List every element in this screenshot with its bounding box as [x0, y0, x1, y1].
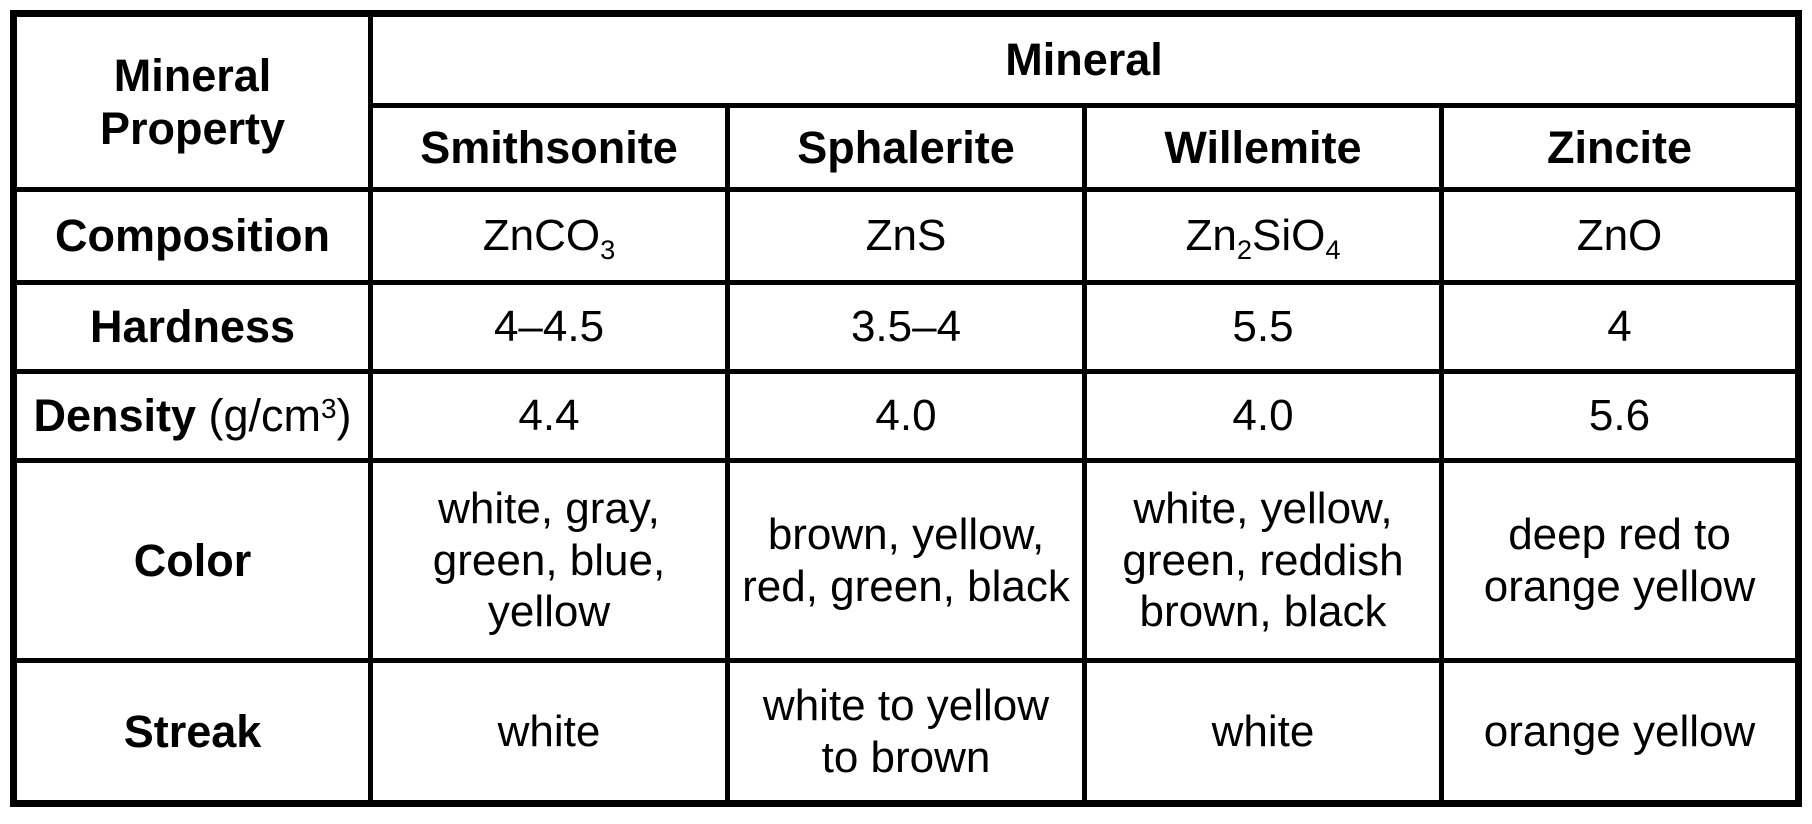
row-label-composition: Composition	[11, 187, 373, 285]
text-segment: 4.4	[518, 391, 580, 441]
row-hardness: Hardness 4–4.5 3.5–4 5.5 4	[11, 280, 1801, 374]
text-segment: ZnS	[865, 211, 947, 261]
cell-composition-zincite: ZnO	[1439, 187, 1801, 285]
text-segment: white	[1211, 706, 1315, 756]
row-density: Density (g/cm3) 4.4 4.0 4.0 5.6	[11, 369, 1801, 463]
text-segment: Density	[33, 390, 197, 442]
text-segment: deep red to orange yellow	[1483, 509, 1756, 611]
text-segment: 4.0	[875, 391, 937, 441]
row-label-density: Density (g/cm3)	[11, 369, 373, 463]
cell-hardness-zincite: 4	[1439, 280, 1801, 374]
cell-streak-zincite: orange yellow	[1439, 658, 1801, 806]
row-label-color: Color	[11, 458, 373, 663]
cell-hardness-willemite: 5.5	[1082, 280, 1444, 374]
text-segment: (g/cm	[196, 390, 322, 442]
text-segment: Color	[133, 534, 252, 586]
text-segment: 3.5–4	[850, 302, 962, 352]
row-color: Color white, gray, green, blue, yellow b…	[11, 458, 1801, 663]
text-segment: 4–4.5	[493, 302, 605, 352]
cell-composition-sphalerite: ZnS	[725, 187, 1087, 285]
cell-hardness-sphalerite: 3.5–4	[725, 280, 1087, 374]
text-segment: 2	[1236, 234, 1252, 266]
cell-composition-willemite: Zn2SiO4	[1082, 187, 1444, 285]
text-segment: Hardness	[89, 301, 296, 353]
cell-streak-smithsonite: white	[368, 658, 730, 806]
text-segment: 4	[1607, 302, 1632, 352]
text-segment: white, yellow, green, reddish brown, bla…	[1122, 483, 1404, 637]
text-segment: )	[336, 390, 352, 442]
property-header-line1: Mineral	[113, 49, 272, 101]
group-header-cell: Mineral	[368, 11, 1801, 108]
row-label-hardness: Hardness	[11, 280, 373, 374]
row-label-streak: Streak	[11, 658, 373, 806]
text-segment: brown, yellow, red, green, black	[742, 509, 1070, 611]
header-row-minerals: Smithsonite Sphalerite Willemite Zincite	[14, 103, 1801, 192]
cell-density-smithsonite: 4.4	[368, 369, 730, 463]
mineral-header-smithsonite: Smithsonite	[368, 103, 730, 192]
cell-color-sphalerite: brown, yellow, red, green, black	[725, 458, 1087, 663]
property-header-line2: Property	[99, 103, 286, 154]
cell-color-smithsonite: white, gray, green, blue, yellow	[368, 458, 730, 663]
text-segment: 3	[600, 234, 616, 266]
mineral-header-willemite: Willemite	[1082, 103, 1444, 192]
cell-streak-willemite: white	[1082, 658, 1444, 806]
cell-density-sphalerite: 4.0	[725, 369, 1087, 463]
text-segment: SiO	[1252, 211, 1326, 261]
text-segment: 5.5	[1232, 302, 1294, 352]
text-segment: ZnO	[1576, 211, 1663, 261]
row-streak: Streak white white to yellow to brown wh…	[11, 658, 1801, 806]
cell-streak-sphalerite: white to yellow to brown	[725, 658, 1087, 806]
cell-composition-smithsonite: ZnCO3	[368, 187, 730, 285]
text-segment: white, gray, green, blue, yellow	[432, 483, 666, 637]
text-segment: 3	[321, 392, 337, 424]
cell-density-willemite: 4.0	[1082, 369, 1444, 463]
row-composition: Composition ZnCO3 ZnS Zn2SiO4 ZnO	[11, 187, 1801, 285]
text-segment: orange yellow	[1483, 706, 1756, 756]
text-segment: Composition	[55, 210, 330, 262]
text-segment: white to yellow to brown	[762, 680, 1050, 782]
cell-hardness-smithsonite: 4–4.5	[368, 280, 730, 374]
mineral-properties-table: Mineral Property Mineral Smithsonite Sph…	[10, 10, 1802, 807]
cell-color-willemite: white, yellow, green, reddish brown, bla…	[1082, 458, 1444, 663]
property-header-cell: Mineral Property	[11, 11, 373, 192]
text-segment: white	[497, 706, 601, 756]
mineral-header-zincite: Zincite	[1439, 103, 1801, 192]
text-segment: 5.6	[1588, 391, 1651, 441]
text-segment: Streak	[123, 705, 262, 757]
cell-color-zincite: deep red to orange yellow	[1439, 458, 1801, 663]
header-row-group: Mineral Property Mineral	[11, 11, 1801, 192]
text-segment: 4.0	[1232, 391, 1294, 441]
text-segment: 4	[1325, 234, 1341, 266]
cell-density-zincite: 5.6	[1439, 369, 1801, 463]
text-segment: ZnCO	[482, 211, 601, 261]
text-segment: Zn	[1185, 211, 1237, 261]
mineral-header-sphalerite: Sphalerite	[725, 103, 1087, 192]
